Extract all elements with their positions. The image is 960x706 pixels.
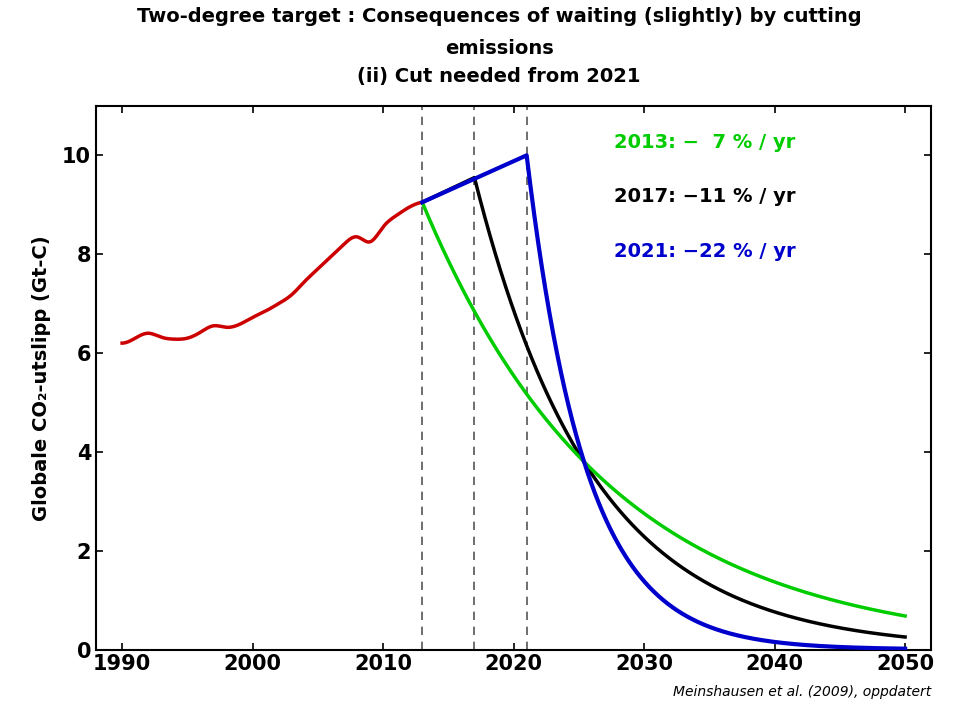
Text: Two-degree target : Consequences of waiting (slightly) by cutting: Two-degree target : Consequences of wait… — [137, 7, 861, 26]
Y-axis label: Globale CO₂-utslipp (Gt-C): Globale CO₂-utslipp (Gt-C) — [32, 235, 51, 520]
Text: emissions: emissions — [444, 39, 554, 58]
Text: (ii) Cut needed from 2021: (ii) Cut needed from 2021 — [357, 67, 641, 86]
Text: Meinshausen et al. (2009), oppdatert: Meinshausen et al. (2009), oppdatert — [673, 685, 931, 699]
Text: 2021: −22 % / yr: 2021: −22 % / yr — [613, 241, 796, 261]
Text: 2013: −  7 % / yr: 2013: − 7 % / yr — [613, 133, 795, 152]
Text: 2017: −11 % / yr: 2017: −11 % / yr — [613, 187, 795, 206]
